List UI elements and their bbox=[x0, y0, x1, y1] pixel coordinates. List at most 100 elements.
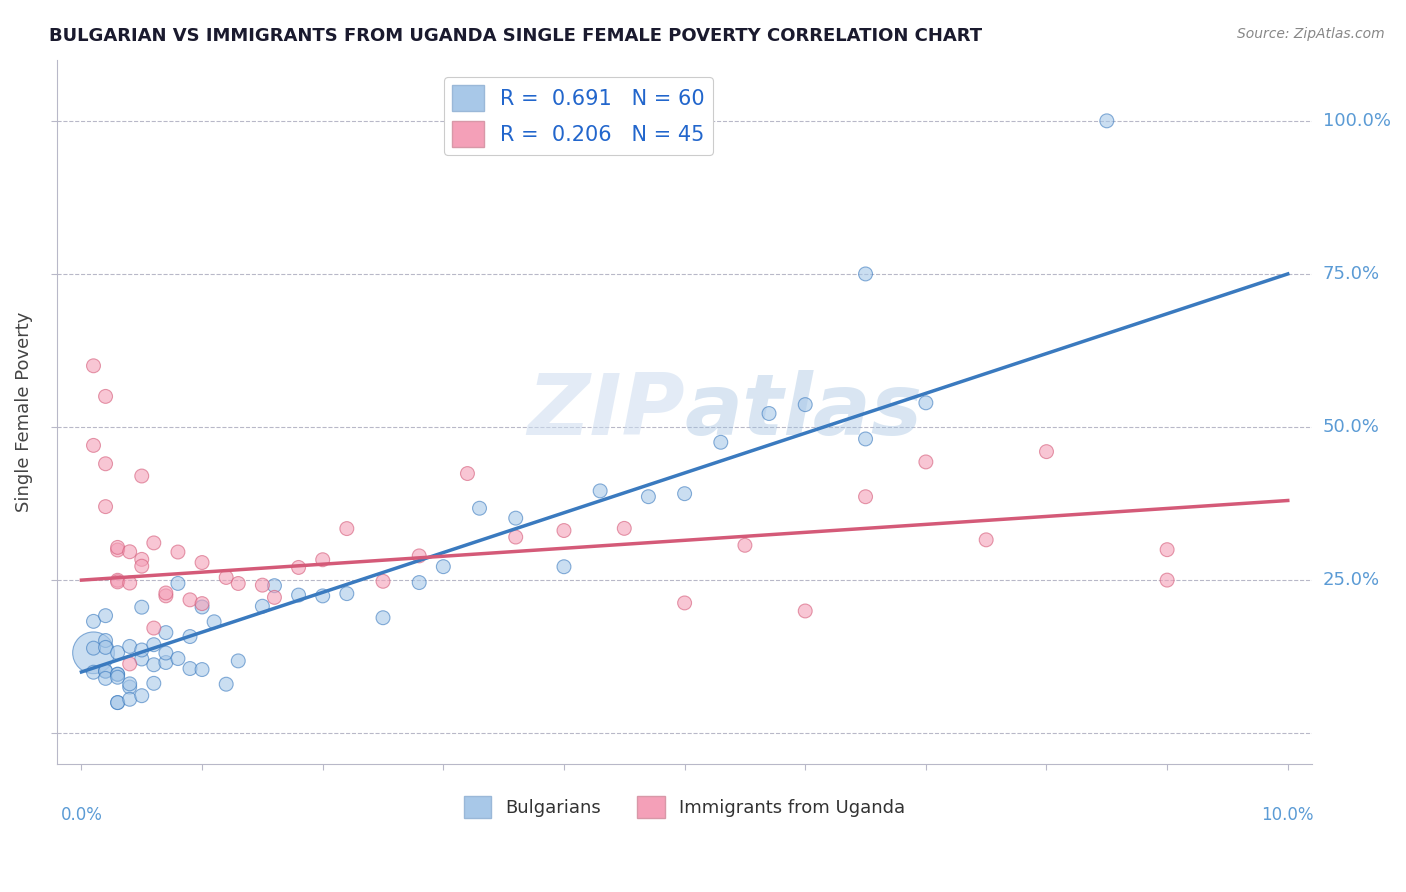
Point bbox=[131, 552, 153, 566]
Text: 0.0%: 0.0% bbox=[60, 806, 103, 824]
Point bbox=[94, 457, 117, 471]
Point bbox=[107, 670, 129, 684]
Point bbox=[553, 559, 575, 574]
Point bbox=[131, 689, 153, 703]
Point bbox=[794, 604, 817, 618]
Point bbox=[82, 641, 104, 656]
Point bbox=[107, 696, 129, 710]
Point bbox=[118, 576, 141, 591]
Point bbox=[287, 560, 309, 574]
Point bbox=[252, 578, 274, 592]
Text: 50.0%: 50.0% bbox=[1323, 418, 1379, 436]
Point bbox=[191, 556, 214, 570]
Point bbox=[107, 574, 129, 588]
Point bbox=[131, 469, 153, 483]
Point bbox=[312, 589, 335, 603]
Point bbox=[505, 530, 527, 544]
Text: 100.0%: 100.0% bbox=[1323, 112, 1391, 130]
Point bbox=[142, 657, 165, 672]
Point bbox=[312, 553, 335, 567]
Point bbox=[107, 574, 129, 589]
Point bbox=[1095, 113, 1118, 128]
Point bbox=[179, 592, 201, 607]
Point bbox=[118, 677, 141, 691]
Point bbox=[1035, 444, 1057, 458]
Point bbox=[408, 549, 430, 563]
Point bbox=[263, 579, 285, 593]
Point bbox=[155, 589, 177, 603]
Point bbox=[710, 435, 733, 450]
Point bbox=[468, 501, 491, 516]
Point bbox=[118, 692, 141, 706]
Point bbox=[118, 545, 141, 559]
Point bbox=[118, 640, 141, 654]
Point bbox=[167, 545, 190, 559]
Point bbox=[734, 538, 756, 552]
Point bbox=[155, 656, 177, 670]
Point bbox=[1156, 542, 1178, 557]
Point bbox=[82, 438, 104, 452]
Point bbox=[142, 536, 165, 550]
Point bbox=[179, 630, 201, 644]
Text: BULGARIAN VS IMMIGRANTS FROM UGANDA SINGLE FEMALE POVERTY CORRELATION CHART: BULGARIAN VS IMMIGRANTS FROM UGANDA SING… bbox=[49, 27, 983, 45]
Point bbox=[252, 599, 274, 614]
Point bbox=[155, 625, 177, 640]
Point bbox=[107, 646, 129, 660]
Point bbox=[179, 661, 201, 675]
Point bbox=[82, 615, 104, 629]
Point bbox=[202, 615, 225, 629]
Point bbox=[107, 667, 129, 681]
Point bbox=[915, 455, 938, 469]
Point bbox=[167, 651, 190, 665]
Text: ZIP: ZIP bbox=[527, 370, 685, 453]
Text: Source: ZipAtlas.com: Source: ZipAtlas.com bbox=[1237, 27, 1385, 41]
Point bbox=[191, 597, 214, 611]
Point bbox=[94, 389, 117, 403]
Point bbox=[118, 657, 141, 671]
Point bbox=[215, 677, 238, 691]
Point bbox=[226, 576, 249, 591]
Point bbox=[673, 596, 696, 610]
Point bbox=[94, 672, 117, 686]
Point bbox=[371, 574, 394, 589]
Point bbox=[855, 267, 877, 281]
Point bbox=[142, 638, 165, 652]
Point bbox=[107, 541, 129, 555]
Point bbox=[131, 652, 153, 666]
Point bbox=[794, 398, 817, 412]
Point bbox=[1156, 573, 1178, 587]
Point bbox=[974, 533, 997, 547]
Point bbox=[94, 608, 117, 623]
Text: atlas: atlas bbox=[685, 370, 922, 453]
Text: 10.0%: 10.0% bbox=[1261, 806, 1315, 824]
Point bbox=[505, 511, 527, 525]
Point bbox=[155, 586, 177, 600]
Point bbox=[613, 521, 636, 535]
Point bbox=[107, 543, 129, 558]
Point bbox=[287, 588, 309, 602]
Text: 75.0%: 75.0% bbox=[1323, 265, 1381, 283]
Point bbox=[758, 407, 780, 421]
Point bbox=[432, 559, 454, 574]
Point bbox=[336, 586, 359, 600]
Point bbox=[82, 665, 104, 680]
Point bbox=[215, 570, 238, 584]
Point bbox=[142, 676, 165, 690]
Point bbox=[82, 359, 104, 373]
Point bbox=[107, 696, 129, 710]
Point bbox=[167, 576, 190, 591]
Point bbox=[118, 680, 141, 694]
Point bbox=[131, 600, 153, 615]
Point bbox=[371, 611, 394, 625]
Point bbox=[855, 432, 877, 446]
Point bbox=[637, 490, 659, 504]
Y-axis label: Single Female Poverty: Single Female Poverty bbox=[15, 311, 32, 512]
Legend: Bulgarians, Immigrants from Uganda: Bulgarians, Immigrants from Uganda bbox=[457, 789, 912, 825]
Point bbox=[131, 559, 153, 574]
Point bbox=[94, 633, 117, 648]
Point bbox=[191, 599, 214, 614]
Point bbox=[82, 646, 104, 660]
Point bbox=[226, 654, 249, 668]
Point bbox=[855, 490, 877, 504]
Point bbox=[336, 522, 359, 536]
